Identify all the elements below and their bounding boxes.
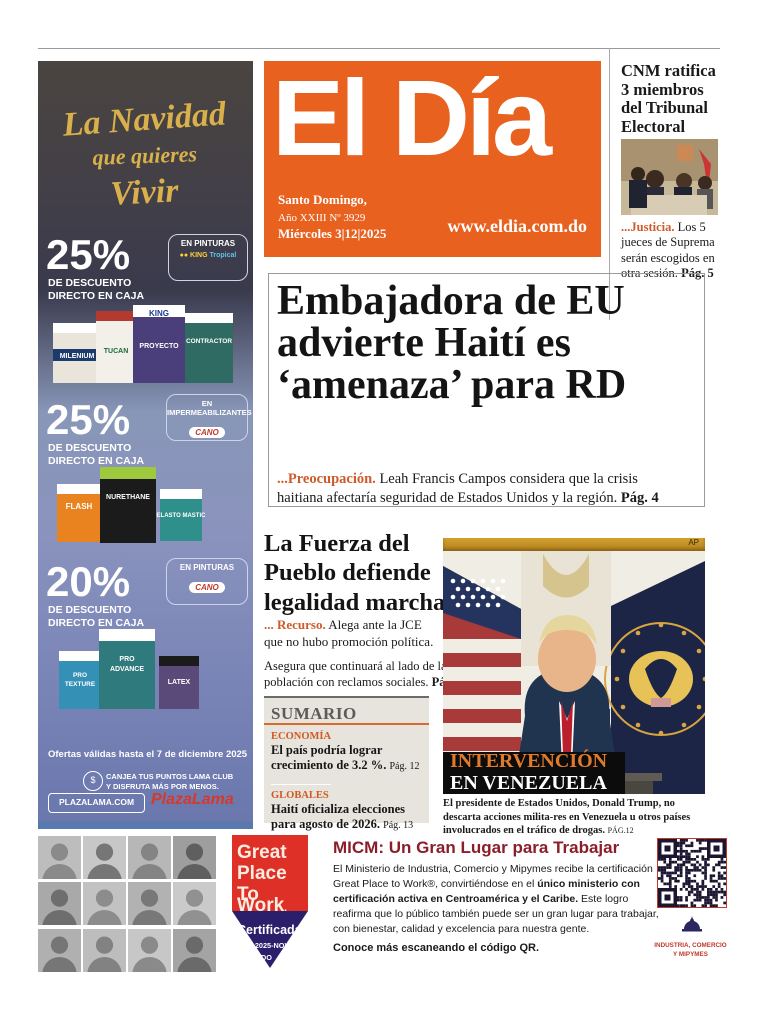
svg-text:Great: Great (237, 842, 287, 863)
svg-text:PROYECTO: PROYECTO (139, 343, 179, 350)
svg-text:ELASTO MASTIC: ELASTO MASTIC (157, 513, 207, 519)
svg-text:Certificada: Certificada (237, 923, 303, 937)
svg-text:MILENIUM: MILENIUM (60, 353, 95, 360)
svg-text:Vivir: Vivir (110, 172, 181, 213)
svg-text:PRO: PRO (73, 672, 87, 679)
svg-text:NOV 2025-NOV 2026: NOV 2025-NOV 2026 (237, 941, 308, 950)
svg-text:ADVANCE: ADVANCE (110, 666, 144, 673)
svg-text:TUCAN: TUCAN (104, 348, 129, 355)
svg-text:Place: Place (237, 863, 287, 884)
svg-text:Work.: Work. (237, 895, 287, 916)
svg-text:NURETHANE: NURETHANE (106, 494, 150, 501)
svg-text:CONTRACTOR: CONTRACTOR (186, 338, 232, 345)
svg-text:FLASH: FLASH (66, 502, 93, 511)
svg-text:La Navidad: La Navidad (60, 95, 228, 143)
svg-text:DO: DO (261, 953, 272, 962)
svg-text:que quieres: que quieres (92, 141, 197, 170)
svg-text:PRO: PRO (119, 656, 135, 663)
svg-text:LATEX: LATEX (168, 679, 191, 686)
svg-text:TEXTURE: TEXTURE (65, 681, 96, 688)
svg-text:KING: KING (149, 309, 169, 318)
